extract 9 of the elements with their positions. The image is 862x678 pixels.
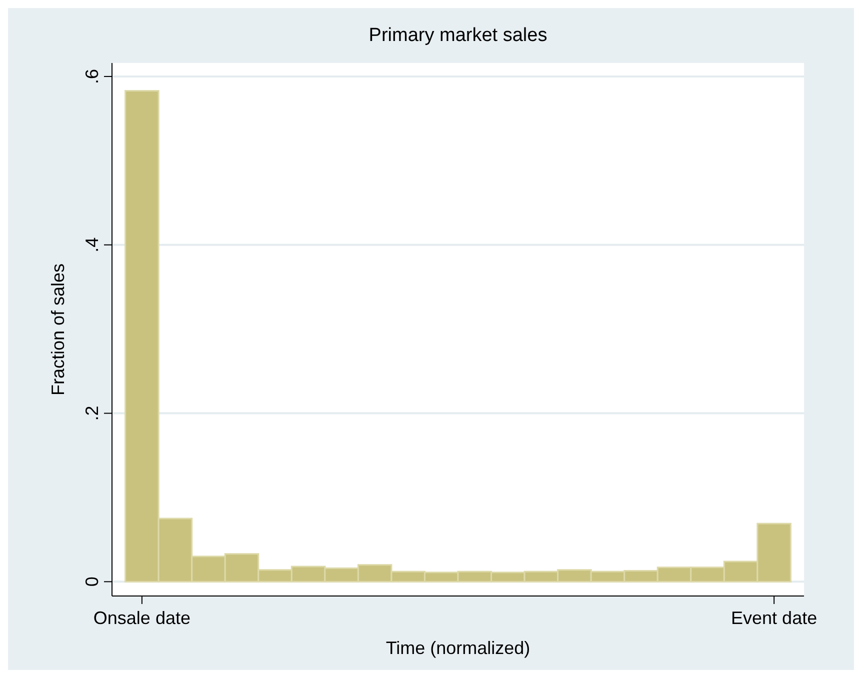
x-tick-label: Event date xyxy=(731,608,818,628)
y-tick-label: .6 xyxy=(82,68,102,84)
chart-title: Primary market sales xyxy=(368,25,548,46)
y-tick-label: .2 xyxy=(82,406,102,421)
x-axis-title: Time (normalized) xyxy=(386,638,530,658)
x-tick-label: Onsale date xyxy=(93,608,190,628)
y-tick-label: .4 xyxy=(82,237,102,252)
y-tick-label: 0 xyxy=(82,576,102,587)
y-axis-title: Fraction of sales xyxy=(48,263,68,396)
